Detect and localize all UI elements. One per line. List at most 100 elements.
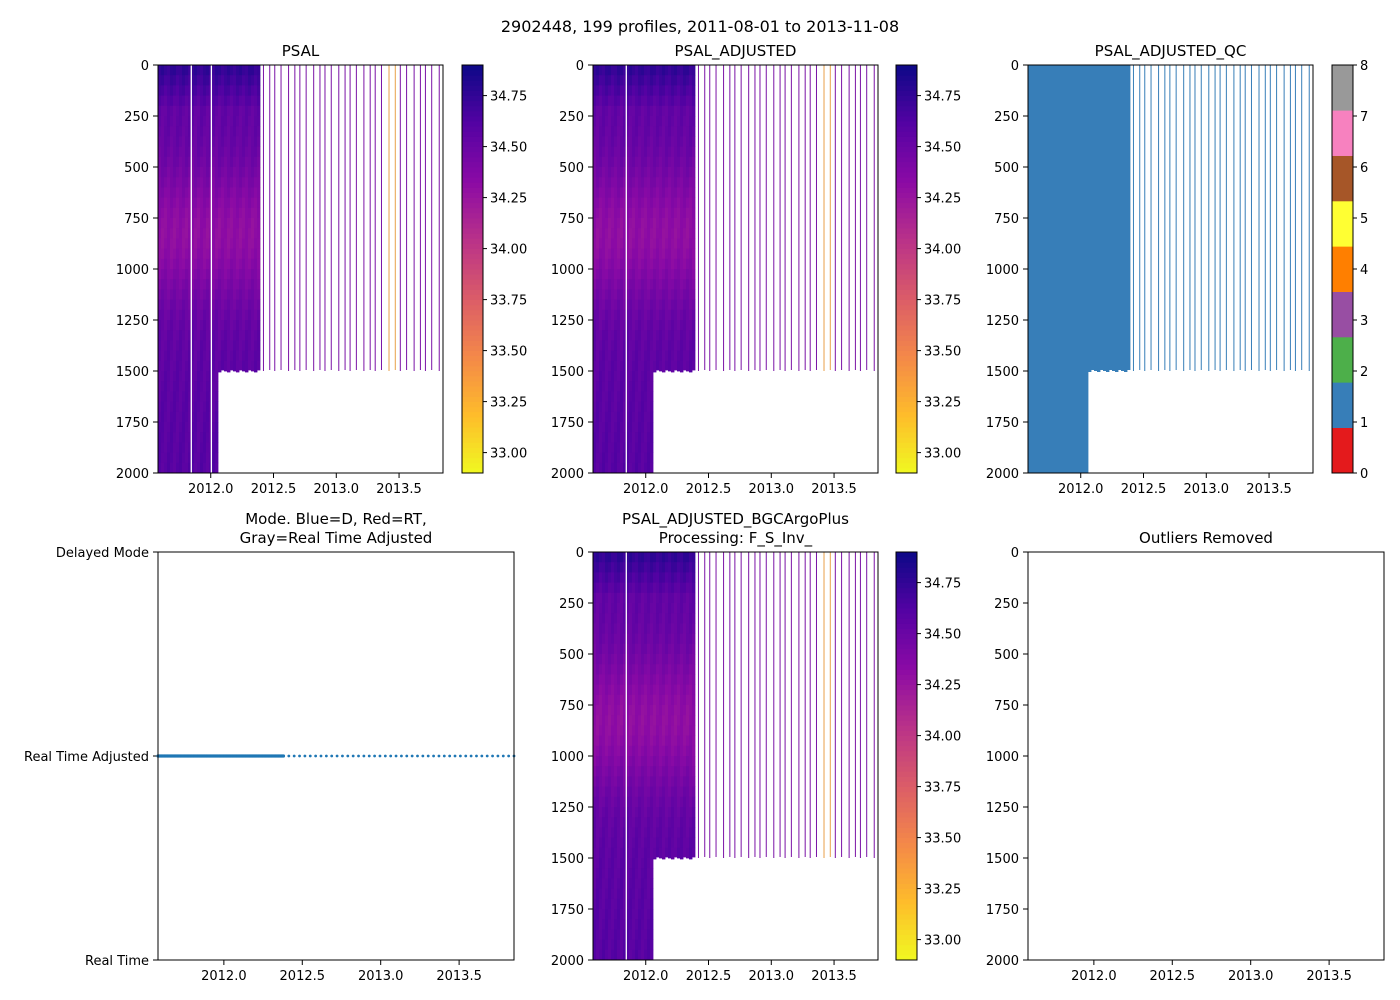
colorbar-segment [896,156,917,163]
data-cell [638,177,642,188]
data-cell [242,269,246,280]
colorbar-segment [462,279,483,285]
data-cell [647,116,651,127]
data-cell [245,248,249,260]
data-cell [686,776,690,787]
data-cell [614,613,618,624]
data-cell [644,858,648,869]
data-cell [617,562,621,573]
data-cell [653,552,657,563]
data-cell [209,167,213,178]
data-cell [629,116,633,127]
data-cell [674,837,678,849]
data-cell [596,126,600,137]
data-cell [671,807,675,818]
data-cell [596,258,600,270]
data-cell [644,766,648,777]
data-cell [647,868,651,879]
data-cell [689,796,693,808]
data-cell [608,623,612,634]
data-cell [215,442,219,453]
data-cell [257,126,261,137]
data-cell [197,401,201,413]
data-cell [647,105,651,117]
data-cell [683,664,687,675]
data-cell [623,136,627,147]
data-cell [638,228,642,239]
data-cell [632,898,636,910]
data-cell [608,422,612,433]
colorbar-segment [462,258,483,265]
data-cell [614,827,618,838]
data-cell [593,633,597,645]
data-column [1097,65,1101,372]
data-cell [188,228,192,239]
data-cell [212,350,216,362]
data-cell [632,279,636,290]
data-cell [638,745,642,757]
data-cell [680,776,684,787]
data-cell [194,187,198,198]
data-cell [158,350,162,362]
data-cell [671,371,675,373]
data-cell [194,320,198,331]
data-cell [164,411,168,423]
data-cell [641,381,645,392]
data-cell [593,715,597,726]
axes-frame [592,64,879,474]
data-cell [227,65,231,76]
data-cell [689,786,693,798]
data-cell [659,218,663,229]
y-tick-label: 1000 [986,263,1019,278]
data-cell [659,654,663,665]
data-cell [605,156,609,168]
data-cell [608,756,612,767]
data-cell [596,411,600,423]
data-cell [599,572,603,583]
data-cell [602,381,606,392]
data-cell [191,350,195,362]
data-cell [620,432,624,443]
data-cell [173,360,177,372]
data-cell [650,146,654,158]
colorbar-segment [462,172,483,178]
data-cell [680,633,684,645]
colorbar-segment [896,557,917,563]
data-cell [161,126,165,137]
data-cell [608,442,612,453]
data-cell [662,85,666,96]
data-cell [692,136,696,147]
data-cell [671,847,675,859]
data-cell [176,330,180,341]
data-cell [665,664,669,675]
data-cell [236,340,240,351]
colorbar-segment [896,299,917,306]
data-cell [608,167,612,178]
data-cell [185,136,189,147]
data-cell [629,85,633,96]
data-cell [599,422,603,433]
data-cell [224,330,228,341]
data-cell [206,75,210,86]
data-cell [230,85,234,96]
data-cell [173,462,177,474]
data-cell [689,299,693,311]
data-cell [662,766,666,777]
colorbar-segment [896,161,917,168]
data-cell [674,177,678,188]
data-cell [617,674,621,685]
data-cell [596,552,600,563]
data-cell [656,105,660,117]
data-cell [677,279,681,290]
data-cell [632,126,636,137]
data-cell [599,745,603,757]
data-cell [185,411,189,423]
colorbar-segment [896,771,917,777]
data-cell [674,807,678,818]
data-cell [236,116,240,127]
data-cell [635,95,639,107]
data-cell [635,156,639,168]
data-cell [593,552,597,563]
data-cell [230,269,234,280]
data-cell [620,572,624,583]
